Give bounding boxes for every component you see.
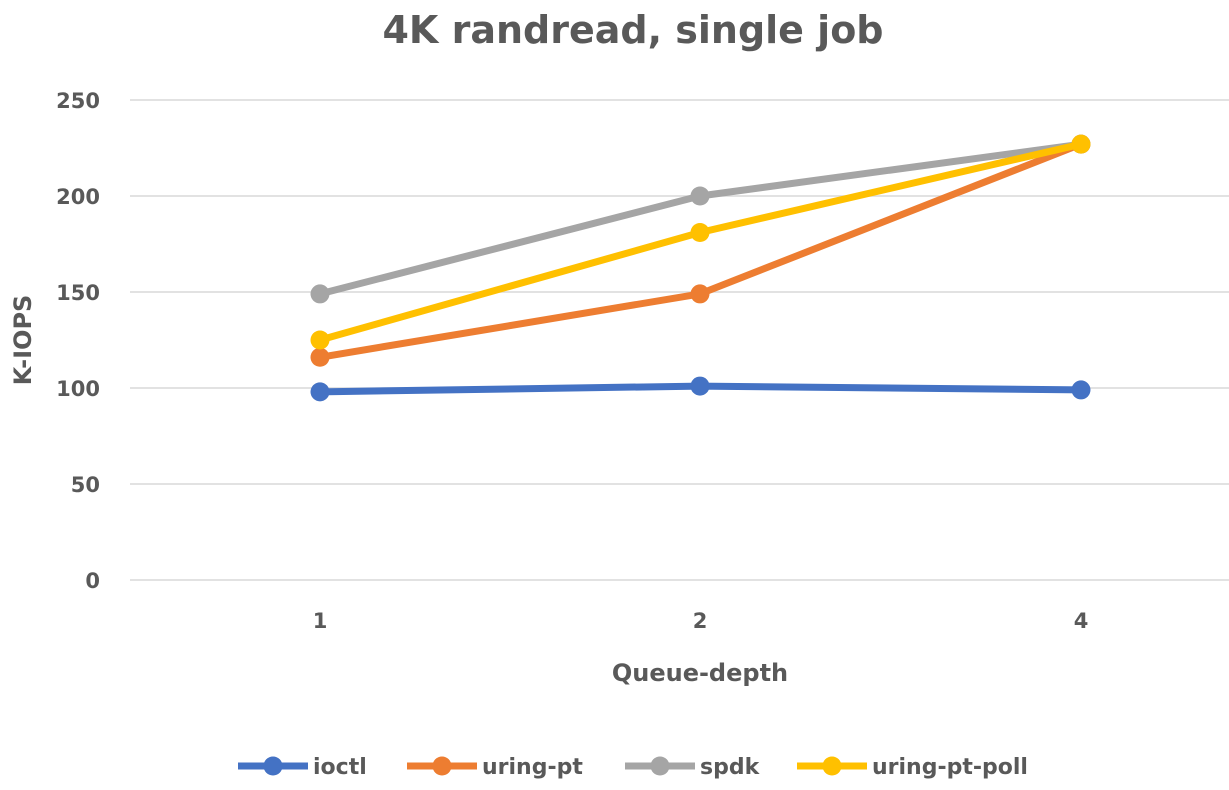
data-point bbox=[310, 330, 330, 350]
legend-item-uring-pt-poll: uring-pt-poll bbox=[797, 755, 1028, 780]
legend-label: uring-pt bbox=[482, 755, 583, 780]
data-point bbox=[690, 222, 710, 242]
legend: ioctl uring-pt spdk uring-pt-poll bbox=[238, 755, 1028, 780]
legend-swatch-marker bbox=[263, 756, 283, 776]
series-lines bbox=[310, 134, 1091, 402]
x-axis-ticks: 1 2 4 bbox=[313, 609, 1089, 633]
series-ioctl bbox=[310, 376, 1091, 402]
y-tick-label: 0 bbox=[85, 569, 100, 593]
y-tick-label: 250 bbox=[56, 89, 100, 113]
data-point bbox=[310, 284, 330, 304]
legend-swatch-marker bbox=[650, 756, 670, 776]
gridlines bbox=[130, 99, 1229, 581]
legend-item-uring-pt: uring-pt bbox=[407, 755, 583, 780]
series-uring-pt-poll bbox=[310, 134, 1091, 350]
legend-item-ioctl: ioctl bbox=[238, 755, 367, 780]
legend-label: spdk bbox=[700, 755, 761, 780]
series-line bbox=[316, 140, 1085, 361]
legend-label: uring-pt-poll bbox=[872, 755, 1028, 780]
y-tick-label: 100 bbox=[56, 377, 100, 401]
series-spdk bbox=[310, 134, 1091, 304]
y-tick-label: 50 bbox=[71, 473, 100, 497]
data-point bbox=[690, 284, 710, 304]
legend-swatch-marker bbox=[432, 756, 452, 776]
x-tick-label: 1 bbox=[313, 609, 328, 633]
data-point bbox=[1071, 380, 1091, 400]
data-point bbox=[310, 347, 330, 367]
x-tick-label: 4 bbox=[1074, 609, 1089, 633]
chart-title: 4K randread, single job bbox=[382, 8, 883, 52]
y-axis-label: K-IOPS bbox=[9, 295, 37, 386]
data-point bbox=[1071, 134, 1091, 154]
data-point bbox=[310, 382, 330, 402]
legend-item-spdk: spdk bbox=[625, 755, 761, 780]
y-axis-ticks: 0 50 100 150 200 250 bbox=[56, 89, 100, 593]
y-tick-label: 200 bbox=[56, 185, 100, 209]
legend-swatch-marker bbox=[822, 756, 842, 776]
x-tick-label: 2 bbox=[693, 609, 708, 633]
data-point bbox=[690, 186, 710, 206]
x-axis-label: Queue-depth bbox=[612, 659, 788, 687]
data-point bbox=[690, 376, 710, 396]
series-line bbox=[316, 140, 1085, 344]
y-tick-label: 150 bbox=[56, 281, 100, 305]
series-line bbox=[316, 140, 1085, 298]
legend-label: ioctl bbox=[313, 755, 367, 780]
